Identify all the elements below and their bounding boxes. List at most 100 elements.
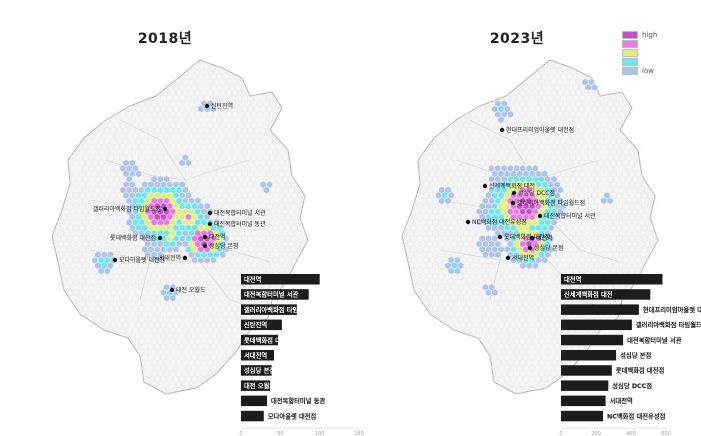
hex-cell-empty [138,251,145,259]
hex-cell-empty [263,229,270,237]
hex-cell-empty [594,186,601,194]
hex-cell-empty [210,83,217,91]
hex-cell-empty [232,337,239,345]
hex-cell-empty [169,143,176,151]
station-marker [202,234,208,240]
hex-cell-empty [591,256,598,264]
hex-cell-empty [566,191,573,199]
hex-cell-empty [278,224,286,232]
hex-cell [547,235,554,243]
hex-cell-empty [175,251,183,259]
hex-cell-empty [154,375,161,383]
hex-cell-empty [616,116,623,124]
hex-cell-empty [154,94,161,102]
ranking-label: 롯데백화점 대전점 [244,335,293,344]
hex-cell-empty [207,294,214,302]
hex-cell-empty [423,289,430,297]
hex-cell-empty [501,305,508,313]
hex-cell-empty [122,235,130,243]
hex-cell [163,294,170,302]
hex-cell-empty [510,332,517,340]
hex-cell [126,218,133,226]
hex-cell-empty [132,110,139,118]
hex-cell [491,181,498,189]
hex-cell-empty [550,240,558,248]
hex-cell [101,262,108,270]
hex-cell [107,251,114,259]
hex-cell-empty [257,164,264,172]
hex-cell-empty [275,175,282,183]
hex-cell-empty [238,78,245,86]
hex-cell-empty [138,337,145,345]
hex-cell-empty [603,213,611,221]
hex-cell-empty [172,83,180,91]
hex-cell-empty [501,380,508,388]
hex-cell-empty [216,299,223,307]
hex-cell-empty [638,186,645,194]
hex-cell-empty [207,337,214,345]
hex-cell-empty [610,170,617,178]
hex-cell-empty [151,337,158,345]
hex-cell-empty [594,164,601,172]
hex-cell-empty [129,289,136,297]
hex-cell-empty [491,127,498,135]
hex-cell-empty [253,245,261,253]
hex-cell-empty [466,181,473,189]
hex-cell [163,186,170,194]
hex-cell-empty [166,364,173,372]
hex-cell-empty [225,316,233,324]
hex-cell-empty [529,299,536,307]
hex-cell-empty [448,170,455,178]
hex-cell-empty [85,170,92,178]
hex-cell-empty [294,240,301,248]
ranking-label: 신탄진역 [244,320,267,329]
hex-cell-empty [569,197,576,205]
hex-cell-empty [275,262,282,270]
hex-cell-empty [247,170,254,178]
hex-cell [522,235,530,243]
hex-cell-empty [107,272,114,280]
hex-cell-empty [85,213,92,221]
hex-cell-empty [225,154,233,162]
hex-cell-empty [544,164,551,172]
hex-cell-empty [575,218,583,226]
hex-cell-empty [557,132,564,140]
hex-cell-empty [541,83,548,91]
hex-cell-empty [232,197,239,205]
hex-cell [157,240,164,248]
hex-cell-empty [241,148,248,156]
hex-cell-empty [69,208,77,216]
hex-cell-empty [79,278,86,286]
hex-cell-empty [257,197,264,205]
hex-cell-empty [482,132,489,140]
hex-cell-empty [104,181,111,189]
hex-cell [169,208,176,216]
hex-cell-empty [429,289,436,297]
hex-cell-empty [76,208,83,216]
hex-cell-empty [435,256,442,264]
hex-cell-empty [216,364,223,372]
hex-cell-empty [560,170,567,178]
hex-cell-empty [463,305,470,313]
hex-cell-empty [132,154,139,162]
hex-cell-empty [635,235,642,243]
hex-cell [160,213,167,221]
hex-cell-empty [413,251,420,259]
hex-cell-empty [144,175,151,183]
hex-cell-empty [460,116,467,124]
hex-cell-empty [225,305,233,313]
hex-cell-empty [544,272,551,280]
hex-cell-empty [151,272,158,280]
hex-cell-empty [160,159,167,167]
hex-cell-empty [429,170,436,178]
hex-cell-empty [132,316,139,324]
hex-cell-empty [522,116,530,124]
hex-cell-empty [613,121,620,129]
hex-cell-empty [507,262,514,270]
hex-cell-empty [572,213,579,221]
hex-cell-empty [119,229,127,237]
hex-cell [144,218,151,226]
hex-cell-empty [429,256,436,264]
hex-cell-empty [107,186,114,194]
station-label: 갤러리아백화점 타임월드점 [517,199,585,207]
